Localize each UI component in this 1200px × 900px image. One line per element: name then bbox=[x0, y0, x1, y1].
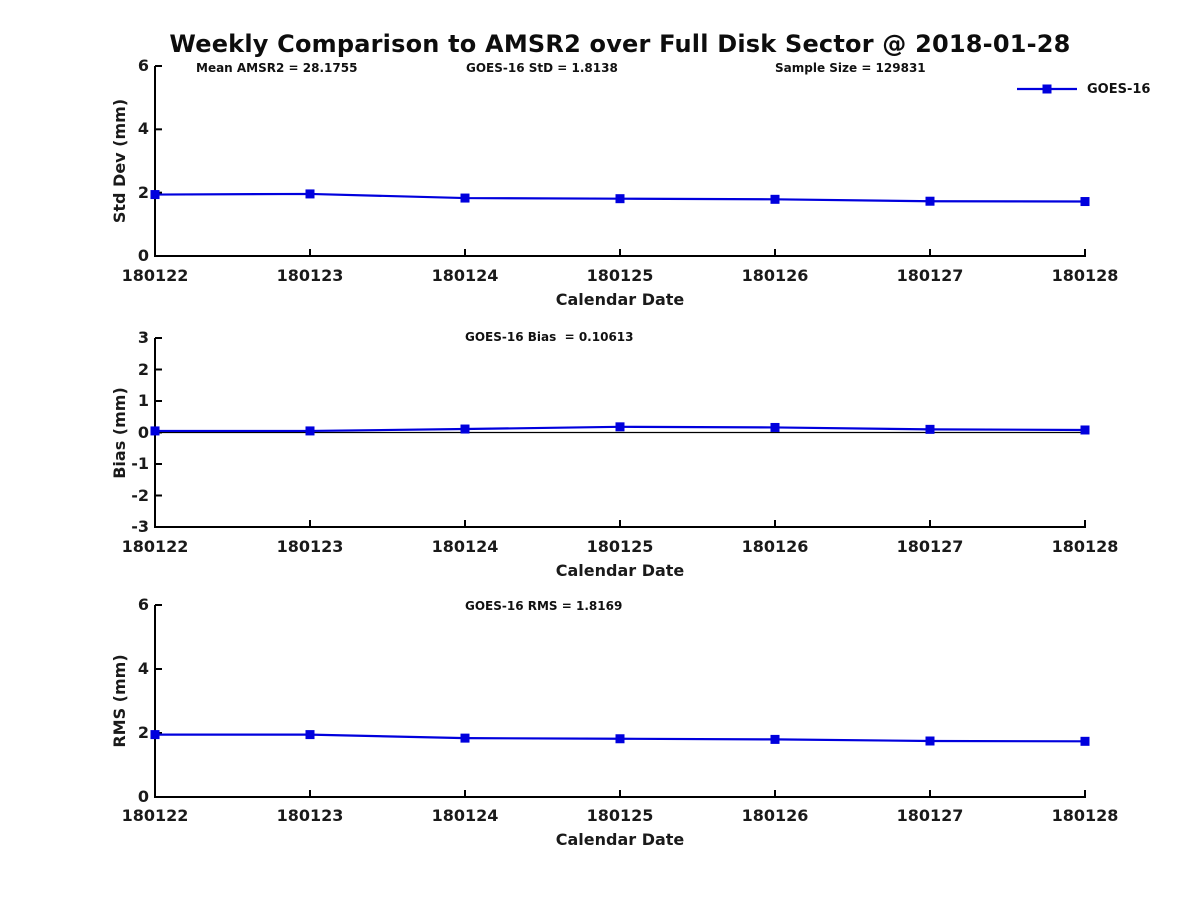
x-tick-label: 180126 bbox=[741, 806, 809, 825]
chart-annotation: GOES-16 StD = 1.8138 bbox=[466, 61, 618, 75]
x-tick-label: 180127 bbox=[896, 806, 964, 825]
data-point-marker bbox=[925, 196, 935, 206]
x-tick-label: 180126 bbox=[741, 537, 809, 556]
y-tick-label: 0 bbox=[137, 246, 149, 265]
y-tick-label: 4 bbox=[137, 659, 149, 678]
chart-annotation: GOES-16 RMS = 1.8169 bbox=[465, 599, 623, 613]
y-tick-label: 1 bbox=[137, 391, 149, 410]
x-tick-label: 180123 bbox=[276, 266, 344, 285]
data-point-marker bbox=[770, 422, 780, 432]
y-tick-label: -1 bbox=[131, 454, 149, 473]
x-tick-label: 180128 bbox=[1051, 806, 1119, 825]
y-tick-label: 2 bbox=[137, 182, 149, 202]
y-tick-label: 4 bbox=[137, 119, 149, 139]
y-tick-label: 2 bbox=[137, 723, 149, 742]
data-point-marker bbox=[925, 424, 935, 434]
legend: GOES-16 bbox=[1016, 80, 1150, 98]
y-tick-label: 2 bbox=[137, 359, 149, 379]
data-point-marker bbox=[770, 194, 780, 204]
x-tick-label: 180124 bbox=[431, 537, 499, 556]
data-point-marker bbox=[1080, 736, 1090, 746]
legend-line-sample-icon bbox=[1017, 84, 1077, 94]
data-point-marker bbox=[150, 426, 160, 436]
y-axis-label: Bias (mm) bbox=[110, 386, 129, 479]
x-tick-label: 180128 bbox=[1051, 537, 1119, 556]
x-tick-label: 180128 bbox=[1051, 266, 1119, 285]
figure-title: Weekly Comparison to AMSR2 over Full Dis… bbox=[169, 30, 1071, 58]
x-tick-label: 180124 bbox=[431, 266, 499, 285]
data-point-marker bbox=[150, 730, 160, 740]
x-tick-label: 180127 bbox=[896, 537, 964, 556]
x-tick-label: 180123 bbox=[276, 537, 344, 556]
legend-marker-icon bbox=[1042, 84, 1052, 94]
y-axis-label: RMS (mm) bbox=[110, 654, 129, 748]
data-point-marker bbox=[615, 422, 625, 432]
x-tick-label: 180122 bbox=[121, 266, 189, 285]
data-point-marker bbox=[925, 736, 935, 746]
y-tick-label: 3 bbox=[137, 328, 149, 347]
data-point-marker bbox=[305, 426, 315, 436]
x-axis-label: Calendar Date bbox=[555, 290, 685, 309]
chart-annotation: GOES-16 Bias = 0.10613 bbox=[465, 330, 634, 344]
x-tick-label: 180125 bbox=[586, 537, 654, 556]
x-tick-label: 180126 bbox=[741, 266, 809, 285]
y-tick-label: 0 bbox=[137, 787, 149, 806]
data-point-marker bbox=[1080, 197, 1090, 207]
x-axis-label: Calendar Date bbox=[555, 561, 685, 580]
x-tick-label: 180127 bbox=[896, 266, 964, 285]
data-point-marker bbox=[305, 189, 315, 199]
data-point-marker bbox=[770, 734, 780, 744]
data-point-marker bbox=[615, 194, 625, 204]
y-tick-label: 6 bbox=[137, 56, 149, 75]
y-tick-label: 0 bbox=[137, 422, 149, 442]
y-axis-label: Std Dev (mm) bbox=[110, 98, 129, 224]
y-tick-label: -2 bbox=[131, 485, 149, 505]
x-tick-label: 180124 bbox=[431, 806, 499, 825]
data-point-marker bbox=[460, 733, 470, 743]
x-axis-label: Calendar Date bbox=[555, 830, 685, 849]
x-tick-label: 180122 bbox=[121, 537, 189, 556]
data-point-marker bbox=[150, 190, 160, 200]
chart-annotation: Mean AMSR2 = 28.1755 bbox=[196, 61, 358, 75]
x-tick-label: 180122 bbox=[121, 806, 189, 825]
data-point-marker bbox=[1080, 425, 1090, 435]
data-point-marker bbox=[460, 193, 470, 203]
data-point-marker bbox=[460, 424, 470, 434]
data-point-marker bbox=[305, 730, 315, 740]
chart-annotation: Sample Size = 129831 bbox=[775, 61, 926, 75]
x-tick-label: 180125 bbox=[586, 266, 654, 285]
x-tick-label: 180125 bbox=[586, 806, 654, 825]
legend-label: GOES-16 bbox=[1087, 81, 1151, 97]
y-tick-label: -3 bbox=[131, 517, 149, 536]
y-tick-label: 6 bbox=[137, 595, 149, 614]
data-point-marker bbox=[615, 734, 625, 744]
x-tick-label: 180123 bbox=[276, 806, 344, 825]
